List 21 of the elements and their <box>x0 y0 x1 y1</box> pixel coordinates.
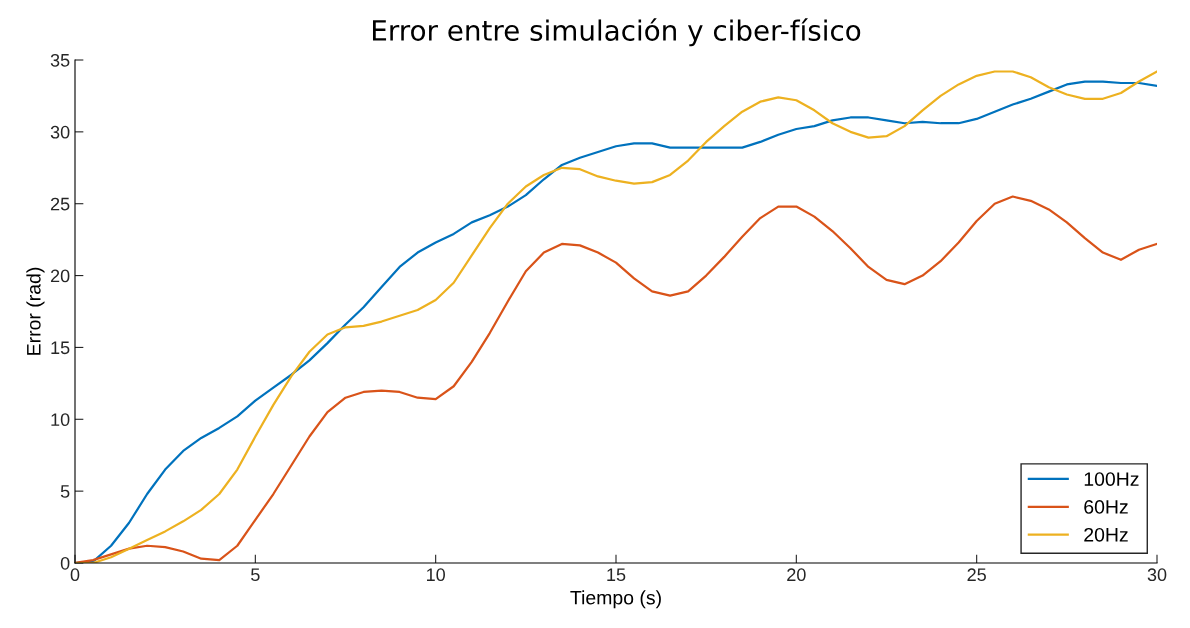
y-tick-label: 15 <box>51 341 70 355</box>
y-tick-label: 30 <box>50 125 70 139</box>
y-tick-label: 10 <box>51 413 70 427</box>
x-tick-label: 20 <box>787 568 806 582</box>
legend-label: 20Hz <box>1084 527 1128 542</box>
x-tick-label: 0 <box>70 568 80 582</box>
y-tick-label: 20 <box>50 269 70 283</box>
legend-label: 60Hz <box>1084 500 1128 514</box>
y-axis-title: Error (rad) <box>26 267 45 355</box>
x-tick-label: 25 <box>967 568 986 582</box>
y-tick-label: 35 <box>50 53 70 67</box>
y-tick-label: 25 <box>50 197 70 211</box>
x-tick-label: 10 <box>427 568 445 582</box>
chart-title: Error entre simulación y ciber-físico <box>373 18 861 47</box>
x-tick-label: 30 <box>1147 568 1167 582</box>
x-tick-label: 5 <box>251 568 260 582</box>
x-axis-title: Tiempo (s) <box>570 590 661 609</box>
y-tick-label: 5 <box>60 485 70 498</box>
x-tick-label: 15 <box>607 568 626 582</box>
y-tick-label: 0 <box>60 556 70 570</box>
legend-label: 100Hz <box>1084 472 1139 486</box>
